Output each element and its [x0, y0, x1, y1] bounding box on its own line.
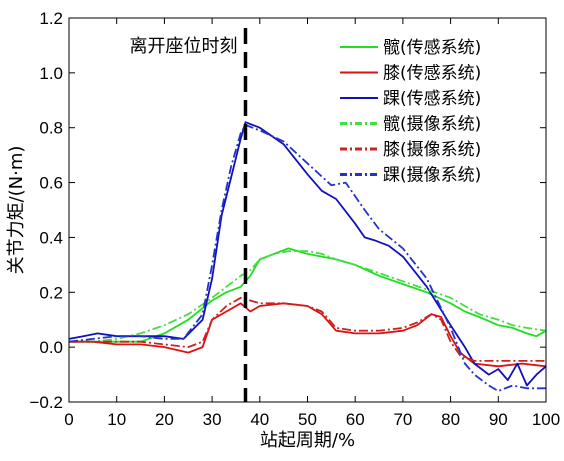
x-tick-label: 20: [155, 410, 174, 429]
y-tick-label: 0.6: [39, 174, 63, 193]
y-tick-label: 0.8: [39, 119, 63, 138]
series-line-3: [68, 121, 547, 387]
y-tick-label: 0.0: [39, 338, 63, 357]
x-tick-label: 70: [393, 410, 412, 429]
legend-label-1: 髋(传感系统): [383, 38, 481, 58]
legend-label-4: 髋(摄像系统): [383, 115, 481, 135]
y-tick-label: −0.2: [29, 393, 63, 412]
legend-label-5: 膝(摄像系统): [383, 140, 481, 160]
x-tick-label: 60: [346, 410, 365, 429]
legend: 髋(传感系统) 膝(传感系统) 踝(传感系统) 髋(摄像系统) 膝(摄像系统) 踝(摄像系…: [340, 38, 481, 186]
x-tick-label: 50: [298, 410, 317, 429]
series-line-4: [69, 250, 547, 343]
legend-label-2: 膝(传感系统): [383, 64, 481, 84]
series-line-1: [69, 247, 547, 343]
legend-label-3: 踝(传感系统): [383, 89, 481, 109]
ticks-layer: 0 10 20 30 40 50 60 70 80 90 100 −0.2 0.0 0.2 0.4 0.6 0.…: [29, 9, 560, 429]
x-tick-label: 0: [64, 410, 73, 429]
x-tick-label: 40: [250, 410, 269, 429]
x-axis-label: 站起周期/%: [260, 430, 355, 451]
leave-seat-label: 离开座位时刻: [129, 36, 237, 57]
y-axis-label: 关节力矩/(N·m): [6, 146, 27, 275]
y-tick-label: 0.4: [39, 228, 63, 247]
x-tick-label: 80: [441, 410, 460, 429]
legend-label-6: 踝(摄像系统): [383, 166, 481, 186]
y-tick-label: 1.0: [39, 64, 63, 83]
x-tick-label: 100: [532, 410, 560, 429]
series-layer: [68, 121, 547, 392]
x-tick-label: 90: [489, 410, 508, 429]
y-tick-label: 1.2: [39, 9, 63, 28]
x-tick-label: 10: [107, 410, 126, 429]
y-tick-label: 0.2: [39, 283, 63, 302]
series-line-6: [68, 124, 546, 392]
x-tick-label: 30: [203, 410, 222, 429]
series-line-5: [69, 296, 546, 362]
series-line-2: [69, 302, 547, 368]
